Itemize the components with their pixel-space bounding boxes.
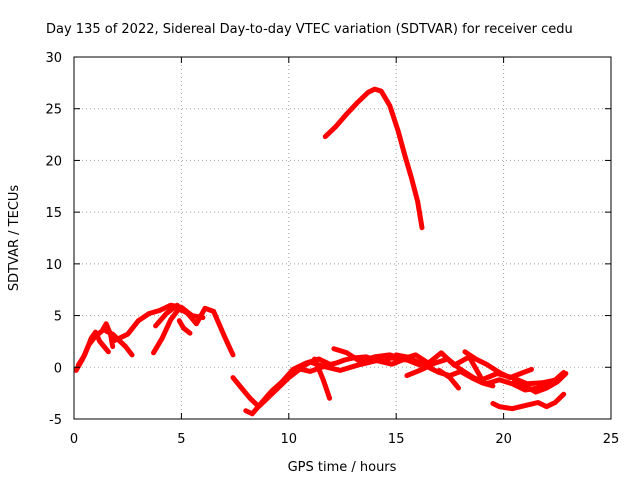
series-arc-15 xyxy=(404,356,567,393)
y-tick-labels: -5 0 5 10 15 20 25 30 xyxy=(45,51,62,428)
series-arc-20 xyxy=(322,86,425,231)
y-tick-label: -5 xyxy=(49,413,62,428)
series-arc-13 xyxy=(331,346,560,387)
series-arc-19 xyxy=(511,371,569,395)
y-tick-label: 5 xyxy=(54,310,62,325)
y-tick-label: 20 xyxy=(45,154,62,169)
data-series xyxy=(73,86,569,417)
x-tick-label: 25 xyxy=(603,432,620,447)
y-axis-label: SDTVAR / TECUs xyxy=(7,185,22,292)
series-arc-17 xyxy=(462,349,534,381)
x-axis-label: GPS time / hours xyxy=(288,460,397,475)
x-tick-label: 15 xyxy=(388,432,405,447)
axis-ticks xyxy=(73,56,612,420)
y-tick-label: 30 xyxy=(45,51,62,66)
series-arc-16 xyxy=(436,367,461,391)
chart-title: Day 135 of 2022, Sidereal Day-to-day VTE… xyxy=(46,22,573,37)
y-tick-label: 0 xyxy=(54,361,62,376)
y-tick-label: 25 xyxy=(45,103,62,118)
x-tick-label: 20 xyxy=(495,432,512,447)
series-arc-7 xyxy=(176,318,193,336)
grid xyxy=(74,57,611,419)
x-tick-label: 0 xyxy=(70,432,78,447)
series-arc-18 xyxy=(490,391,567,412)
x-tick-labels: 0 5 10 15 20 25 xyxy=(70,432,619,447)
series-arc-2 xyxy=(75,329,111,368)
series-arc-10 xyxy=(264,356,335,399)
x-tick-label: 10 xyxy=(281,432,298,447)
plot-frame xyxy=(73,56,612,420)
y-tick-label: 10 xyxy=(45,258,62,273)
series-arc-12 xyxy=(312,356,333,401)
series-arc-6 xyxy=(153,302,184,329)
y-tick-label: 15 xyxy=(45,206,62,221)
x-tick-label: 5 xyxy=(177,432,185,447)
series-arc-5 xyxy=(151,305,236,358)
